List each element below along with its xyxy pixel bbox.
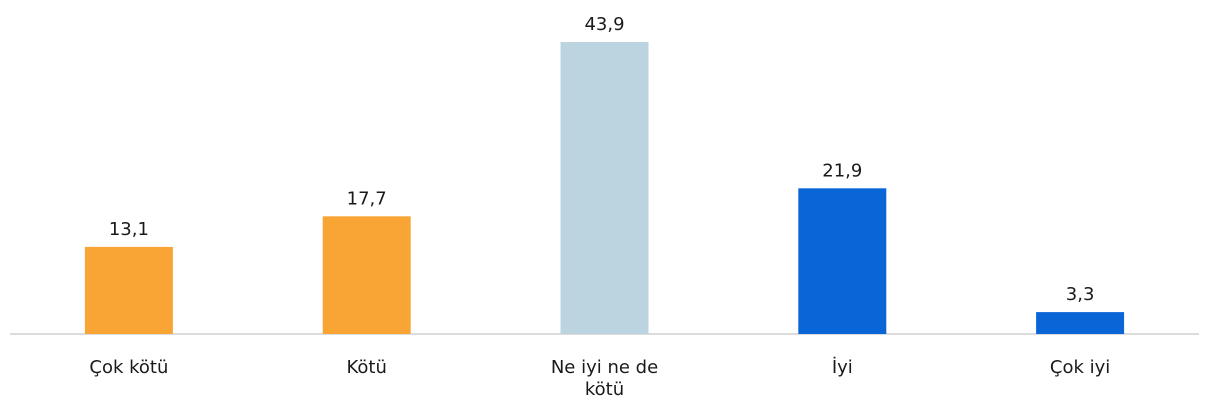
category-label-line: Çok iyi [1050, 357, 1110, 378]
value-label-2: 43,9 [584, 14, 624, 35]
category-label-1: Kötü [347, 357, 387, 378]
bar-4 [1036, 312, 1125, 334]
category-label-line: İyi [832, 357, 853, 378]
category-label-line: Ne iyi ne de [551, 357, 658, 378]
bar-0 [84, 246, 173, 334]
category-label-line: kötü [585, 379, 624, 400]
category-label-line: Kötü [347, 357, 387, 378]
value-label-3: 21,9 [822, 160, 862, 181]
value-label-1: 17,7 [347, 188, 387, 209]
value-label-0: 13,1 [109, 219, 149, 240]
category-labels-group: Çok kötü Kötü Ne iyi ne de kötü İyi Çok iyi [89, 357, 1110, 400]
category-label-2: Ne iyi ne de kötü [551, 357, 658, 400]
value-labels-group: 13,1 17,7 43,9 21,9 3,3 [109, 14, 1095, 305]
bar-2 [560, 42, 649, 334]
value-label-4: 3,3 [1066, 284, 1095, 305]
category-label-3: İyi [832, 357, 853, 378]
category-label-0: Çok kötü [89, 357, 168, 378]
bar-3 [798, 188, 887, 334]
bars-group [84, 42, 1125, 334]
category-label-line: Çok kötü [89, 357, 168, 378]
bar-1 [322, 216, 411, 334]
category-label-4: Çok iyi [1050, 357, 1110, 378]
